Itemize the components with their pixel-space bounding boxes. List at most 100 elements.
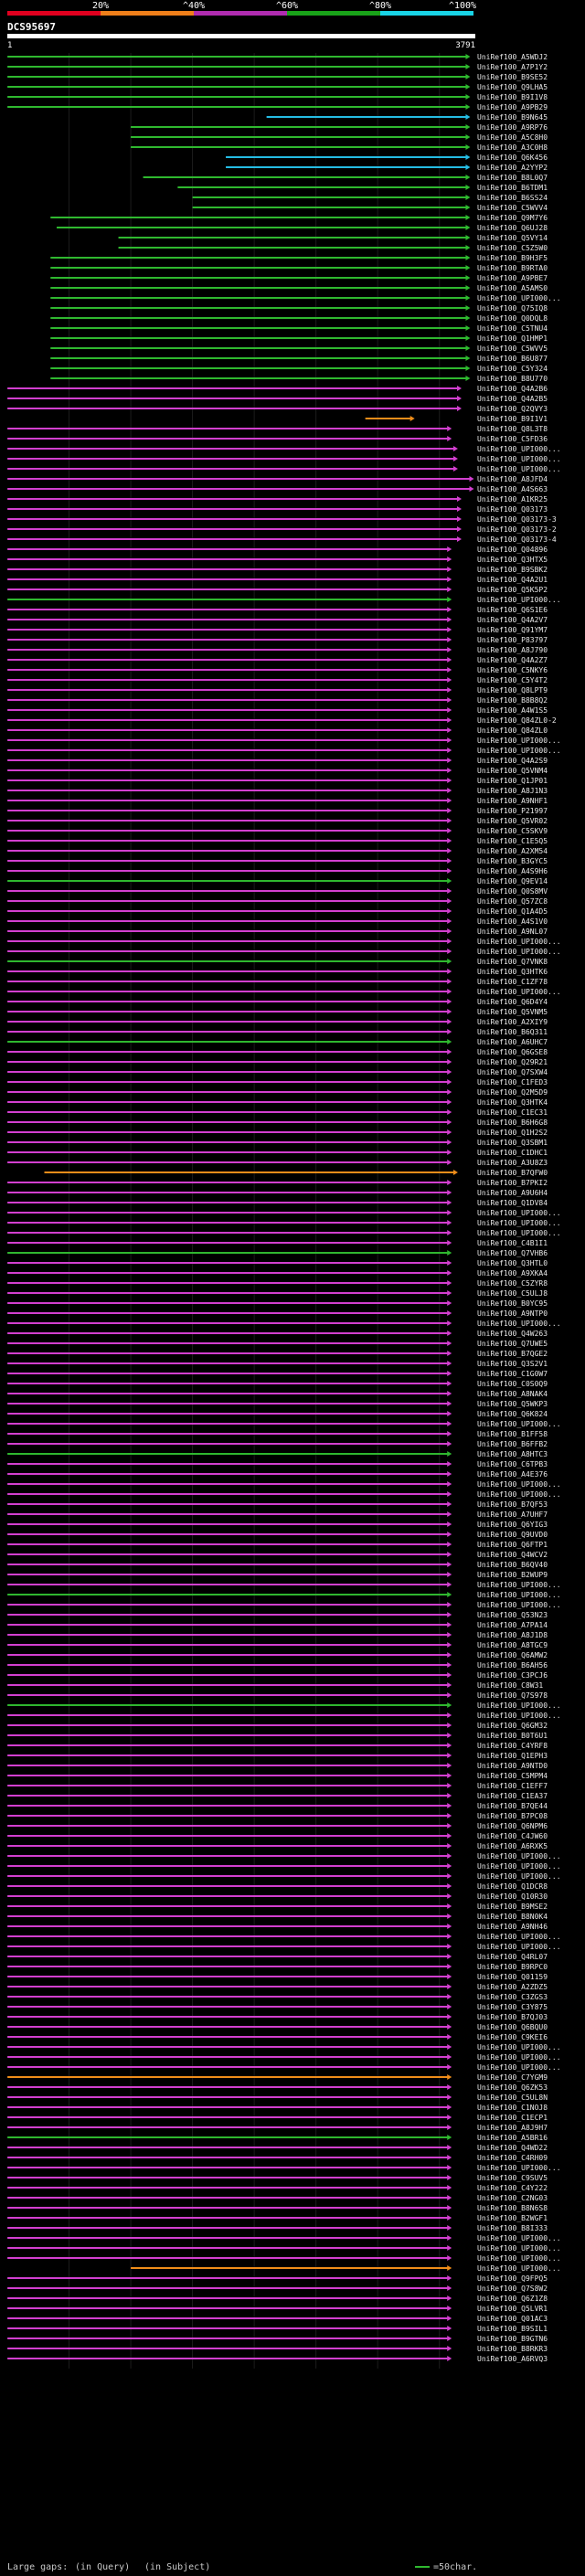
hit-label[interactable]: UniRef100_B8I333 <box>477 2224 548 2232</box>
hit-label[interactable]: UniRef100_B0T6U1 <box>477 1732 548 1740</box>
hit-label[interactable]: UniRef100_B7PC08 <box>477 1812 548 1820</box>
hit-row[interactable]: UniRef100_Q5WKP3 <box>7 1400 548 1408</box>
hit-row[interactable]: UniRef100_Q53N23 <box>7 1611 548 1619</box>
hit-label[interactable]: UniRef100_P21997 <box>477 807 548 815</box>
hit-row[interactable]: UniRef100_C5UL8N <box>7 2094 548 2102</box>
hit-row[interactable]: UniRef100_C5ZYR8 <box>7 1279 548 1288</box>
hit-row[interactable]: UniRef100_UPI000... <box>7 596 561 604</box>
hit-label[interactable]: UniRef100_A9RP76 <box>477 123 548 132</box>
hit-label[interactable]: UniRef100_Q7S978 <box>477 1691 548 1700</box>
hit-row[interactable]: UniRef100_A6UHC7 <box>7 1038 548 1046</box>
hit-label[interactable]: UniRef100_Q5LVR1 <box>477 2305 548 2313</box>
hit-row[interactable]: UniRef100_Q01AC3 <box>7 2315 548 2323</box>
hit-label[interactable]: UniRef100_Q6UJ28 <box>477 224 548 232</box>
hit-row[interactable]: UniRef100_B7PKI2 <box>7 1179 548 1187</box>
hit-label[interactable]: UniRef100_C5UL8N <box>477 2094 548 2102</box>
hit-label[interactable]: UniRef100_UPI000... <box>477 2053 561 2062</box>
hit-label[interactable]: UniRef100_A1KR25 <box>477 495 548 504</box>
hit-row[interactable]: UniRef100_UPI000... <box>7 1933 561 1941</box>
hit-label[interactable]: UniRef100_Q5VR02 <box>477 817 548 825</box>
hit-row[interactable]: UniRef100_UPI000... <box>7 445 561 453</box>
hit-row[interactable]: UniRef100_Q4A2Z7 <box>7 656 548 664</box>
hit-label[interactable]: UniRef100_C5Z5W0 <box>477 244 548 252</box>
hit-label[interactable]: UniRef100_UPI000... <box>477 1229 561 1237</box>
hit-row[interactable]: UniRef100_UPI000... <box>7 988 561 996</box>
hit-label[interactable]: UniRef100_UPI000... <box>477 2254 561 2263</box>
hit-label[interactable]: UniRef100_C4Y222 <box>477 2184 548 2192</box>
hit-row[interactable]: UniRef100_C4YRF8 <box>7 1742 548 1750</box>
hit-row[interactable]: UniRef100_B9I1V1 <box>365 415 548 423</box>
hit-label[interactable]: UniRef100_A4S9H6 <box>477 867 548 875</box>
hit-label[interactable]: UniRef100_C5Y324 <box>477 365 548 373</box>
hit-label[interactable]: UniRef100_UPI000... <box>477 596 561 604</box>
hit-label[interactable]: UniRef100_Q3HTL0 <box>477 1259 548 1267</box>
hit-row[interactable]: UniRef100_Q0DQL8 <box>50 314 548 323</box>
hit-row[interactable]: UniRef100_Q6D4Y4 <box>7 998 548 1006</box>
hit-row[interactable]: UniRef100_B8N6S8 <box>7 2204 548 2212</box>
hit-row[interactable]: UniRef100_C1NOJ8 <box>7 2104 548 2112</box>
hit-label[interactable]: UniRef100_UPI000... <box>477 465 561 473</box>
hit-row[interactable]: UniRef100_Q3S2V1 <box>7 1360 548 1368</box>
hit-label[interactable]: UniRef100_Q5VNM4 <box>477 767 548 775</box>
hit-row[interactable]: UniRef100_Q7VNK8 <box>7 958 548 966</box>
hit-row[interactable]: UniRef100_Q5VR02 <box>7 817 548 825</box>
hit-row[interactable]: UniRef100_B8RKR3 <box>7 2345 548 2353</box>
hit-label[interactable]: UniRef100_A9NTP0 <box>477 1309 548 1318</box>
hit-row[interactable]: UniRef100_Q5VNM4 <box>7 767 548 775</box>
hit-label[interactable]: UniRef100_A2XIY9 <box>477 1018 548 1026</box>
hit-row[interactable]: UniRef100_B6H6G8 <box>7 1118 548 1127</box>
hit-row[interactable]: UniRef100_Q2M5D9 <box>7 1088 548 1097</box>
hit-label[interactable]: UniRef100_Q57ZC8 <box>477 897 548 906</box>
hit-label[interactable]: UniRef100_A5C8H0 <box>477 133 548 142</box>
hit-label[interactable]: UniRef100_Q4W263 <box>477 1330 548 1338</box>
hit-label[interactable]: UniRef100_B1FF58 <box>477 1430 548 1438</box>
hit-label[interactable]: UniRef100_Q4A2Z7 <box>477 656 548 664</box>
hit-row[interactable]: UniRef100_UPI000... <box>7 1872 561 1881</box>
hit-label[interactable]: UniRef100_Q29R21 <box>477 1058 548 1066</box>
hit-label[interactable]: UniRef100_Q03173-3 <box>477 515 557 524</box>
hit-label[interactable]: UniRef100_A9NL07 <box>477 928 548 936</box>
hit-label[interactable]: UniRef100_Q10R30 <box>477 1892 548 1901</box>
hit-label[interactable]: UniRef100_C1FED3 <box>477 1078 548 1087</box>
hit-label[interactable]: UniRef100_UPI000... <box>477 1852 561 1860</box>
hit-label[interactable]: UniRef100_Q6GM32 <box>477 1722 548 1730</box>
hit-row[interactable]: UniRef100_UPI000... <box>7 1591 561 1599</box>
hit-label[interactable]: UniRef100_P83797 <box>477 636 548 644</box>
hit-row[interactable]: UniRef100_Q4A2S9 <box>7 757 548 765</box>
hit-row[interactable]: UniRef100_A2XIY9 <box>7 1018 548 1026</box>
hit-row[interactable]: UniRef100_C1EA37 <box>7 1792 548 1800</box>
hit-label[interactable]: UniRef100_C4JW60 <box>477 1832 548 1840</box>
hit-row[interactable]: UniRef100_C2NG03 <box>7 2194 548 2202</box>
hit-row[interactable]: UniRef100_UPI000... <box>7 1601 561 1609</box>
hit-label[interactable]: UniRef100_B9SIL1 <box>477 2325 548 2333</box>
hit-label[interactable]: UniRef100_UPI000... <box>477 2264 561 2273</box>
hit-row[interactable]: UniRef100_C4B1I1 <box>7 1239 548 1247</box>
hit-row[interactable]: UniRef100_C4Y222 <box>7 2184 548 2192</box>
hit-row[interactable]: UniRef100_A4S1V0 <box>7 917 548 926</box>
hit-label[interactable]: UniRef100_C1ZF78 <box>477 978 548 986</box>
hit-row[interactable]: UniRef100_UPI000... <box>7 1490 561 1499</box>
hit-row[interactable]: UniRef100_B0T6U1 <box>7 1732 548 1740</box>
hit-row[interactable]: UniRef100_Q4A2B5 <box>7 395 548 403</box>
hit-label[interactable]: UniRef100_A5BR16 <box>477 2134 548 2142</box>
hit-label[interactable]: UniRef100_Q6K456 <box>477 154 548 162</box>
hit-label[interactable]: UniRef100_Q9UVD0 <box>477 1531 548 1539</box>
hit-row[interactable]: UniRef100_Q8LPT9 <box>7 686 548 694</box>
hit-label[interactable]: UniRef100_A4S1V0 <box>477 917 548 926</box>
hit-row[interactable]: UniRef100_Q4WCV2 <box>7 1551 548 1559</box>
hit-label[interactable]: UniRef100_A5WDJ2 <box>477 53 548 61</box>
hit-label[interactable]: UniRef100_Q7SXW4 <box>477 1068 548 1076</box>
hit-label[interactable]: UniRef100_C1E5Q5 <box>477 837 548 845</box>
hit-row[interactable]: UniRef100_A7P1Y2 <box>7 63 548 71</box>
hit-row[interactable]: UniRef100_Q3HTK6 <box>7 968 548 976</box>
hit-label[interactable]: UniRef100_A6RVQ3 <box>477 2355 548 2363</box>
hit-label[interactable]: UniRef100_B8RKR3 <box>477 2345 548 2353</box>
hit-row[interactable]: UniRef100_UPI000... <box>7 1852 561 1860</box>
hit-label[interactable]: UniRef100_Q5WKP3 <box>477 1400 548 1408</box>
hit-label[interactable]: UniRef100_Q4A2B5 <box>477 395 548 403</box>
hit-row[interactable]: UniRef100_A7PA14 <box>7 1621 548 1629</box>
hit-label[interactable]: UniRef100_Q9LHA5 <box>477 83 548 91</box>
hit-label[interactable]: UniRef100_Q53N23 <box>477 1611 548 1619</box>
hit-label[interactable]: UniRef100_B9RPC0 <box>477 1963 548 1971</box>
hit-row[interactable]: UniRef100_Q5VNM5 <box>7 1008 548 1016</box>
